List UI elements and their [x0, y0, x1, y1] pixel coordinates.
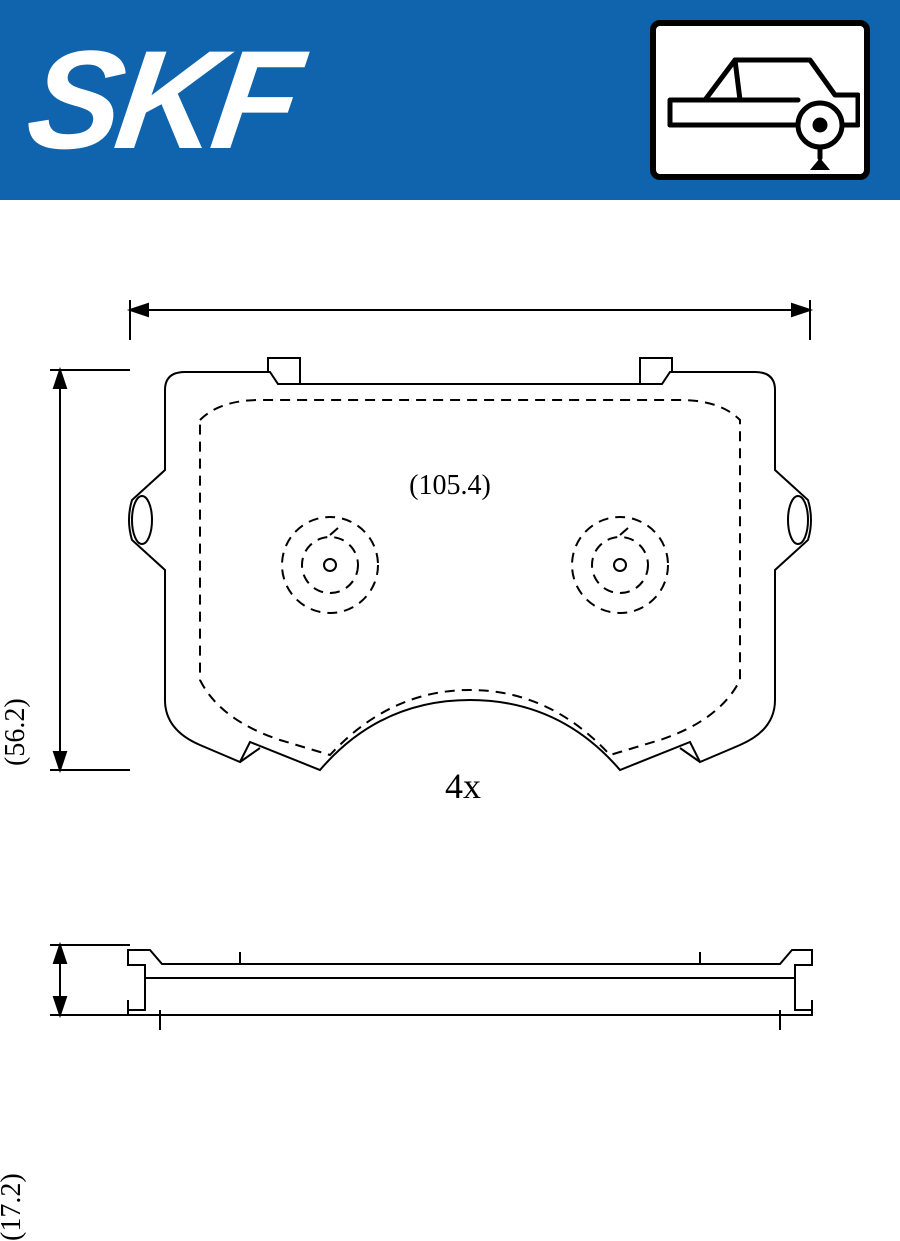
technical-drawing: (105.4) (56.2) (17.2) 4x — [0, 200, 900, 1091]
rear-axle-icon — [650, 20, 870, 180]
quantity-label: 4x — [445, 765, 481, 807]
dimension-height-side-label: (17.2) — [0, 1173, 28, 1241]
dimension-height-main-label: (56.2) — [0, 698, 32, 766]
brand-logo: SKF — [20, 30, 305, 170]
dimension-width-label: (105.4) — [409, 470, 491, 502]
car-rear-icon — [660, 30, 860, 170]
header-bar: SKF — [0, 0, 900, 200]
drawing-svg — [0, 200, 900, 1091]
